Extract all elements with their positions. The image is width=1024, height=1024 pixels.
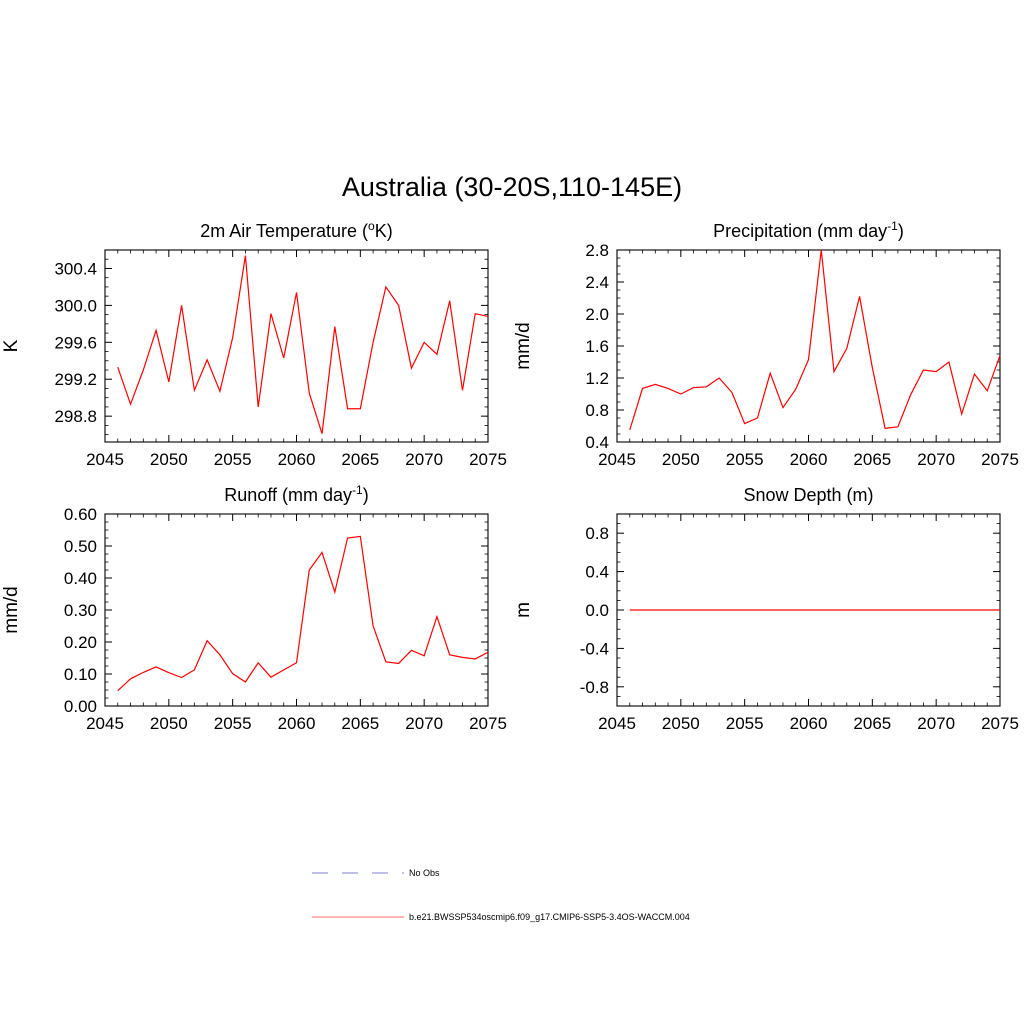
x-tick-label: 2070 [917, 714, 955, 733]
panel-title: Runoff (mm day-1) [224, 483, 368, 505]
series-line-runoff [117, 535, 489, 692]
plot-frame [616, 249, 1001, 443]
x-tick-label: 2075 [981, 714, 1019, 733]
plot-frame [104, 249, 489, 443]
panel-snow-depth: 2045 2050 2055 2060 2065 2070 2075 -0.8 -0.4 0.0 0… [513, 485, 1019, 733]
panel-title-part: 2m Air Temperature ( [200, 221, 368, 241]
x-tick-label: 2055 [214, 450, 252, 469]
y-tick-label: 0.8 [585, 401, 609, 420]
x-tick-label: 2075 [469, 450, 507, 469]
y-tick-label: 0.4 [585, 433, 609, 452]
panel-title-part: Runoff (mm day [224, 485, 352, 505]
x-tick-label: 2075 [981, 450, 1019, 469]
panel-title: Precipitation (mm day-1) [713, 219, 904, 241]
x-tick-label: 2045 [86, 714, 124, 733]
x-tick-label: 2045 [598, 450, 636, 469]
y-tick-label: 0.10 [64, 665, 97, 684]
panel-runoff: 2045 2050 2055 2060 2065 2070 2075 0.00 0.10 0.20… [1, 483, 507, 733]
x-tick-label: 2060 [278, 450, 316, 469]
y-tick-label: 2.0 [585, 305, 609, 324]
legend: No Obs b.e21.BWSSP534oscmip6.f09_g17.CMI… [312, 868, 690, 922]
x-tick-label: 2045 [598, 714, 636, 733]
y-axis-label: mm/d [513, 322, 534, 370]
x-tick-label: 2065 [341, 450, 379, 469]
y-tick-label: 2.4 [585, 273, 609, 292]
panel-title-part: K) [375, 221, 393, 241]
series-line-precipitation [629, 249, 1001, 431]
x-tick-label: 2070 [917, 450, 955, 469]
x-tick-label: 2065 [853, 450, 891, 469]
series-line-temperature [117, 255, 489, 434]
y-axis-label: mm/d [1, 586, 22, 634]
x-tick-label: 2055 [726, 450, 764, 469]
panel-title-part: Precipitation (mm day [713, 221, 887, 241]
panel-title: 2m Air Temperature (oK) [200, 219, 392, 241]
y-tick-label: 0.20 [64, 633, 97, 652]
x-tick-label: 2050 [662, 450, 700, 469]
panel-precipitation: 2045 2050 2055 2060 2065 2070 2075 0.4 0.8 1.2 1.6… [513, 219, 1019, 469]
y-tick-label: 0.8 [585, 524, 609, 543]
panel-title-part: o [368, 219, 375, 233]
y-tick-label: 0.4 [585, 563, 609, 582]
y-tick-label: 1.2 [585, 369, 609, 388]
y-tick-label: 299.2 [54, 370, 97, 389]
y-tick-label: 300.4 [54, 259, 97, 278]
x-tick-label: 2050 [150, 450, 188, 469]
y-tick-label: 0.00 [64, 697, 97, 716]
y-tick-label: 2.8 [585, 241, 609, 260]
y-tick-label: 299.6 [54, 333, 97, 352]
y-tick-label: 0.50 [64, 537, 97, 556]
figure-title: Australia (30-20S,110-145E) [342, 172, 682, 202]
x-tick-label: 2070 [405, 450, 443, 469]
x-tick-label: 2060 [790, 714, 828, 733]
plot-frame [104, 513, 489, 707]
y-tick-label: 0.60 [64, 505, 97, 524]
y-axis-label: K [1, 339, 22, 352]
panel-title-part: -1 [887, 219, 898, 233]
y-tick-label: 0.0 [585, 601, 609, 620]
x-tick-label: 2055 [214, 714, 252, 733]
y-tick-label: -0.8 [580, 678, 609, 697]
y-tick-label: 298.8 [54, 407, 97, 426]
panel-title-part: Snow Depth (m) [743, 485, 873, 505]
legend-model-label: b.e21.BWSSP534oscmip6.f09_g17.CMIP6-SSP5… [409, 912, 690, 922]
y-tick-label: 0.30 [64, 601, 97, 620]
y-axis-label: m [513, 602, 534, 618]
y-tick-label: 300.0 [54, 296, 97, 315]
panel-title-part: ) [898, 221, 904, 241]
panel-title-part: ) [363, 485, 369, 505]
x-tick-label: 2050 [150, 714, 188, 733]
x-tick-label: 2060 [278, 714, 316, 733]
x-tick-label: 2055 [726, 714, 764, 733]
x-tick-label: 2065 [853, 714, 891, 733]
x-tick-label: 2060 [790, 450, 828, 469]
legend-obs-label: No Obs [409, 868, 440, 878]
y-tick-label: 1.6 [585, 337, 609, 356]
panel-group: 2045 2050 2055 2060 2065 2070 2075 298.8 299.2 29… [1, 219, 1019, 733]
panel-title: Snow Depth (m) [743, 485, 873, 505]
y-tick-label: -0.4 [580, 639, 609, 658]
x-tick-label: 2050 [662, 714, 700, 733]
x-tick-label: 2045 [86, 450, 124, 469]
y-tick-label: 0.40 [64, 569, 97, 588]
panel-title-part: -1 [352, 483, 363, 497]
panel-temperature: 2045 2050 2055 2060 2065 2070 2075 298.8 299.2 29… [1, 219, 507, 469]
x-tick-label: 2070 [405, 714, 443, 733]
x-tick-label: 2065 [341, 714, 379, 733]
x-tick-label: 2075 [469, 714, 507, 733]
